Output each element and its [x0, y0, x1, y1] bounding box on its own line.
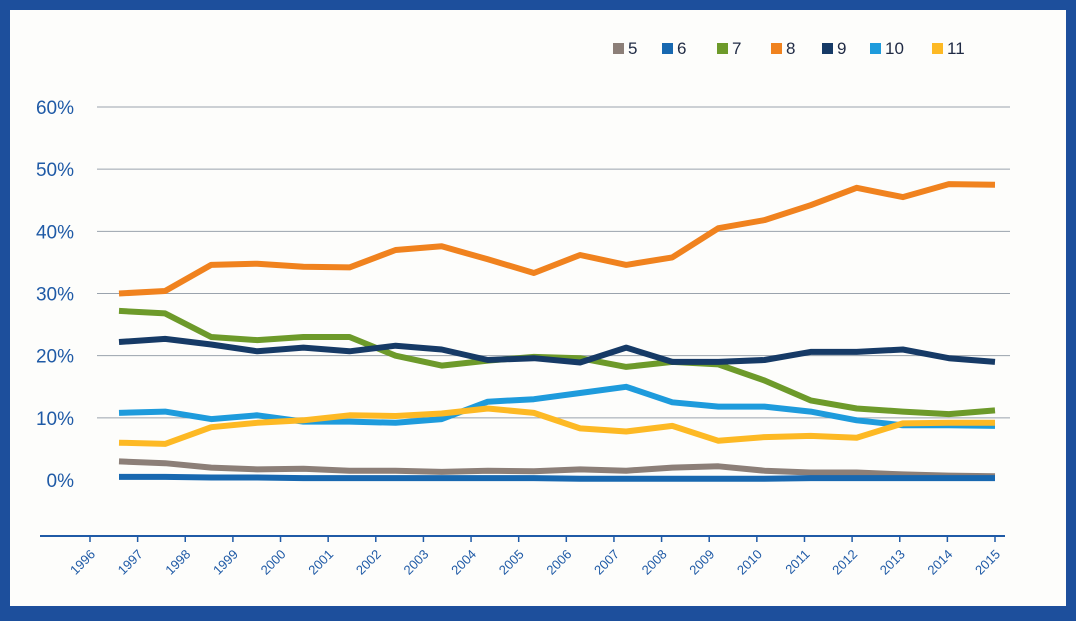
x-tick-label: 2004: [448, 547, 479, 578]
legend-swatch-11: [932, 43, 943, 54]
x-tick-label: 2013: [877, 547, 908, 578]
series-line-8: [118, 181, 996, 297]
x-axis-ticks: 1996 1997 1998 1999 2000 2001 2002 2003 2004 2005…: [67, 547, 1003, 578]
x-tick-label: 1999: [210, 547, 241, 578]
series-line-6: [119, 473, 995, 482]
y-tick-label: 40%: [36, 222, 74, 243]
x-tick-label: 1996: [67, 547, 98, 578]
chart-panel: 0% 10% 20% 30% 40% 50% 60% 1996 1997 1998 1999 200…: [10, 10, 1066, 606]
legend-label-8: 8: [786, 39, 795, 58]
y-tick-label: 20%: [36, 347, 74, 368]
legend-swatch-10: [870, 43, 881, 54]
x-tick-label: 2008: [639, 547, 670, 578]
x-tick-label: 2000: [258, 547, 289, 578]
legend-label-11: 11: [947, 39, 965, 58]
series-line-11: [118, 405, 995, 447]
legend-label-6: 6: [677, 39, 686, 58]
x-tick-label: 2015: [972, 547, 1003, 578]
x-tick-label: 2003: [400, 547, 431, 578]
x-tick-label: 2001: [305, 547, 336, 578]
y-tick-label: 0%: [47, 471, 75, 492]
legend-label-5: 5: [628, 39, 637, 58]
x-tick-label: 2009: [686, 547, 717, 578]
x-tick-label: 2006: [543, 547, 574, 578]
x-tick-label: 2014: [924, 547, 955, 578]
y-tick-label: 50%: [36, 160, 74, 181]
legend-swatch-7: [717, 43, 728, 54]
x-tick-label: 1997: [115, 547, 146, 578]
x-tick-label: 2002: [353, 547, 384, 578]
legend-swatch-5: [613, 43, 624, 54]
x-tick-label: 2005: [496, 547, 527, 578]
y-tick-label: 10%: [36, 409, 74, 430]
x-tick-label: 2007: [591, 547, 622, 578]
y-tick-label: 30%: [36, 285, 74, 306]
x-tick-label: 2012: [829, 547, 860, 578]
line-chart: 0% 10% 20% 30% 40% 50% 60% 1996 1997 1998 1999 200…: [36, 39, 1010, 578]
legend: 5 6 7 8 9 10 11: [613, 39, 965, 58]
legend-swatch-8: [771, 43, 782, 54]
x-tick-label: 1998: [162, 547, 193, 578]
y-axis-ticks: 0% 10% 20% 30% 40% 50% 60%: [36, 98, 74, 492]
legend-swatch-6: [662, 43, 673, 54]
legend-swatch-9: [822, 43, 833, 54]
y-tick-label: 60%: [36, 98, 74, 119]
x-tick-label: 2011: [782, 547, 812, 577]
series-line-9: [118, 335, 996, 366]
x-axis: [40, 535, 1005, 542]
legend-label-10: 10: [885, 39, 904, 58]
x-tick-label: 2010: [734, 547, 765, 578]
series-line-10: [118, 383, 996, 429]
series-line-5: [118, 458, 996, 480]
series-lines: [118, 181, 996, 482]
legend-label-9: 9: [837, 39, 846, 58]
legend-label-7: 7: [732, 39, 741, 58]
